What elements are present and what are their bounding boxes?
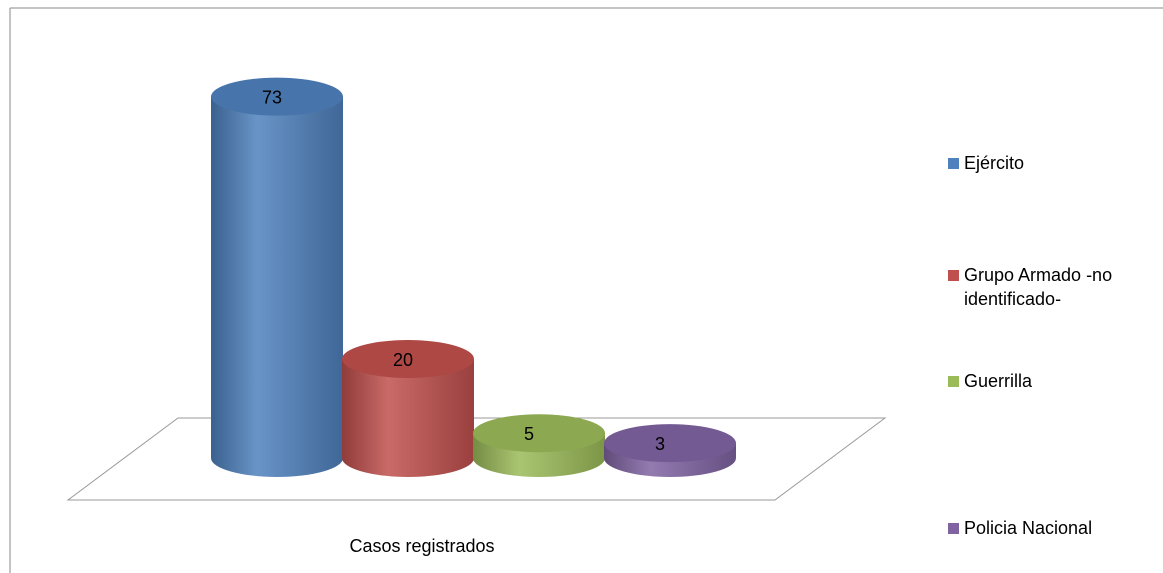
cylinder [473,414,605,477]
legend-label: Guerrilla [964,371,1033,391]
legend-label: Grupo Armado -no identificado- [964,265,1113,309]
legend-item: Grupo Armado -no identificado- [948,263,1160,311]
legend-item: Ejército [948,151,1160,175]
legend-label: Policia Nacional [964,518,1093,538]
cylinder-top [342,340,474,378]
legend-swatch [948,523,959,534]
legend-swatch [948,158,959,169]
data-label: 5 [524,424,534,444]
cylinder-body [211,96,343,459]
cylinder [211,77,343,477]
x-category-label: Casos registrados [349,536,494,556]
cylinder [342,340,474,477]
cylinder-top [211,77,343,116]
legend-item: Guerrilla [948,369,1160,393]
data-label: 73 [262,87,282,107]
data-label: 20 [393,350,413,370]
legend-item: Policia Nacional [948,516,1160,540]
legend-swatch [948,376,959,387]
data-label: 3 [655,434,665,454]
cylinder-top [473,414,605,453]
legend-swatch [948,270,959,281]
legend-label: Ejército [964,153,1025,173]
cylinder-top [604,424,736,463]
cylinder [604,424,736,477]
